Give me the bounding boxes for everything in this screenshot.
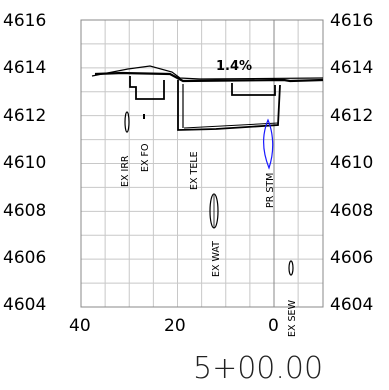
road-profile (91, 65, 324, 131)
utility-label: EX IRR (120, 155, 131, 187)
elevation-labels-left: 4616 4614 4612 4610 4608 4606 4604 (3, 11, 46, 315)
elevation-label: 4604 (3, 295, 46, 315)
storm-pipe-icon (263, 118, 274, 170)
plot-frame (80, 19, 324, 308)
utility-label: EX FO (140, 144, 151, 172)
offset-label: 0 (268, 316, 279, 336)
elevation-labels-right: 4616 4614 4612 4610 4608 4606 4604 (330, 11, 373, 315)
elevation-label: 4616 (3, 11, 46, 31)
grid (81, 20, 323, 307)
elevation-label: 4612 (330, 106, 373, 126)
pavement-section (177, 80, 281, 131)
elevation-label: 4610 (3, 153, 46, 173)
offset-label: 20 (164, 316, 186, 336)
irrigation-pipe-icon (124, 111, 130, 133)
sewer-pipe-icon (288, 260, 294, 276)
elevation-label: 4616 (330, 11, 373, 31)
offset-labels: 40 20 0 (69, 316, 279, 336)
elevation-label: 4606 (330, 248, 373, 268)
elevation-label: 4614 (3, 58, 46, 78)
elevation-label: 4614 (330, 58, 373, 78)
right-sidewalk (231, 83, 276, 96)
offset-label: 40 (69, 316, 91, 336)
utilities: EX IRR EX FO EX TELE PR STM EX WAT EX SE… (120, 111, 298, 337)
station-label: 5+00.00 (193, 351, 323, 386)
finished-grade-line (94, 71, 324, 83)
elevation-label: 4612 (3, 106, 46, 126)
utility-label: EX TELE (189, 151, 200, 190)
left-curb (129, 76, 165, 100)
elevation-label: 4608 (330, 201, 373, 221)
utility-label: PR STM (265, 173, 276, 208)
elevation-label: 4610 (330, 153, 373, 173)
utility-label: EX WAT (211, 241, 222, 277)
elevation-label: 4608 (3, 201, 46, 221)
elevation-label: 4604 (330, 295, 373, 315)
utility-label: EX SEW (287, 299, 298, 337)
grade-label: 1.4% (216, 59, 252, 74)
elevation-label: 4606 (3, 248, 46, 268)
existing-ground-line (91, 65, 324, 80)
pavement-bottom (183, 122, 279, 129)
